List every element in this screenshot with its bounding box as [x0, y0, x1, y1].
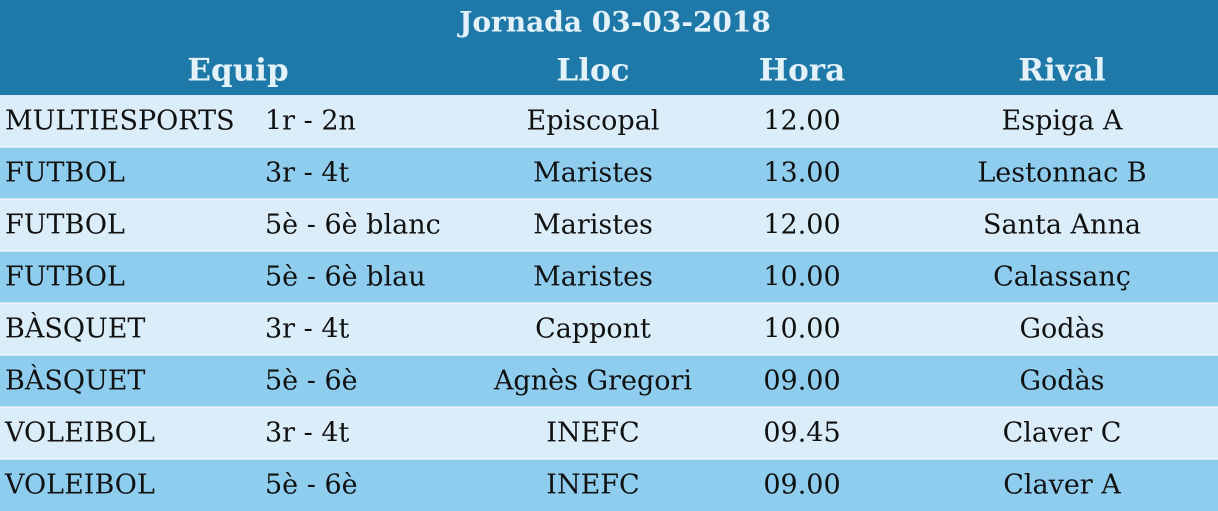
- sport-cell: BÀSQUET: [5, 364, 145, 397]
- rival-cell: Santa Anna: [983, 210, 1141, 241]
- venue-cell: INEFC: [546, 418, 639, 449]
- column-header: Rival: [1018, 53, 1105, 89]
- rival-cell: Claver A: [1003, 470, 1121, 501]
- level-cell: 5è - 6è: [265, 470, 358, 501]
- level-cell: 3r - 4t: [265, 158, 350, 189]
- time-cell: 10.00: [763, 262, 840, 293]
- time-cell: 09.00: [763, 470, 840, 501]
- level-cell: 5è - 6è blanc: [265, 210, 441, 241]
- level-cell: 1r - 2n: [265, 106, 356, 137]
- venue-cell: Episcopal: [527, 106, 660, 137]
- venue-cell: Maristes: [533, 210, 653, 241]
- table-row: [0, 459, 1218, 511]
- table-row: [0, 95, 1218, 147]
- time-cell: 09.00: [763, 366, 840, 397]
- rival-cell: Godàs: [1019, 314, 1104, 345]
- column-header: Equip: [187, 53, 288, 89]
- venue-cell: Maristes: [533, 262, 653, 293]
- table-row: [0, 251, 1218, 303]
- venue-cell: Cappont: [535, 314, 651, 345]
- sport-cell: FUTBOL: [5, 210, 125, 241]
- venue-cell: Agnès Gregori: [493, 366, 692, 397]
- level-cell: 3r - 4t: [265, 314, 350, 345]
- table-row: [0, 147, 1218, 199]
- table-row: [0, 407, 1218, 459]
- rival-cell: Lestonnac B: [977, 158, 1146, 189]
- sport-cell: FUTBOL: [5, 262, 125, 293]
- sport-cell: VOLEIBOL: [4, 470, 155, 501]
- sport-cell: FUTBOL: [5, 158, 125, 189]
- time-cell: 09.45: [763, 418, 840, 449]
- table-row: [0, 355, 1218, 407]
- time-cell: 13.00: [763, 158, 840, 189]
- table-row: [0, 303, 1218, 355]
- venue-cell: INEFC: [546, 470, 639, 501]
- rival-cell: Calassanç: [993, 262, 1131, 293]
- sport-cell: BÀSQUET: [5, 312, 145, 345]
- time-cell: 10.00: [763, 314, 840, 345]
- sport-cell: MULTIESPORTS: [5, 106, 235, 137]
- time-cell: 12.00: [763, 106, 840, 137]
- rival-cell: Godàs: [1019, 366, 1104, 397]
- column-header: Lloc: [556, 53, 629, 89]
- header-bg: [0, 0, 1218, 95]
- venue-cell: Maristes: [533, 158, 653, 189]
- sport-cell: VOLEIBOL: [4, 418, 155, 449]
- level-cell: 5è - 6è blau: [265, 262, 426, 293]
- rival-cell: Claver C: [1003, 418, 1122, 449]
- column-header: Hora: [759, 53, 845, 89]
- level-cell: 5è - 6è: [265, 366, 358, 397]
- rival-cell: Espiga A: [1002, 106, 1123, 137]
- title: Jornada 03-03-2018: [456, 6, 771, 39]
- time-cell: 12.00: [763, 210, 840, 241]
- table-row: [0, 199, 1218, 251]
- level-cell: 3r - 4t: [265, 418, 350, 449]
